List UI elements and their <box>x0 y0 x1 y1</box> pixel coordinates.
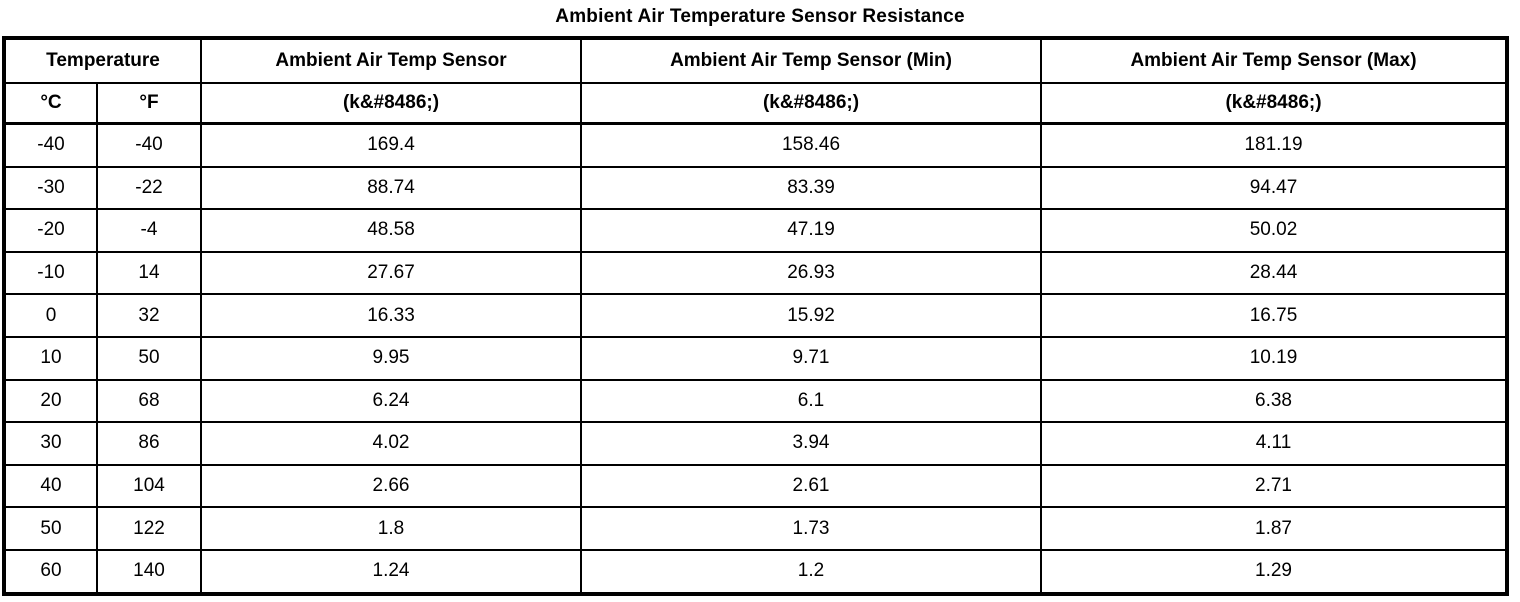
table-row: 60 140 1.24 1.2 1.29 <box>3 548 1508 595</box>
cell-sensor: 88.74 <box>200 165 582 211</box>
cell-sensor-max: 4.11 <box>1040 421 1508 466</box>
cell-temp-c: 20 <box>3 378 98 424</box>
cell-temp-f: 32 <box>96 293 202 338</box>
header-sensor-max: Ambient Air Temp Sensor (Max) <box>1040 37 1508 84</box>
cell-temp-f: 68 <box>96 378 202 424</box>
header-sensor-min: Ambient Air Temp Sensor (Min) <box>580 37 1042 84</box>
cell-temp-c: 0 <box>3 293 98 338</box>
cell-sensor-max: 1.87 <box>1040 506 1508 551</box>
cell-sensor: 9.95 <box>200 335 582 381</box>
header-unit-sensor: (k&#8486;) <box>200 82 582 125</box>
table-header-row-units: °C °F (k&#8486;) (k&#8486;) (k&#8486;) <box>3 82 1508 125</box>
cell-sensor: 6.24 <box>200 378 582 424</box>
cell-sensor: 1.8 <box>200 506 582 551</box>
cell-sensor-min: 47.19 <box>580 208 1042 253</box>
cell-sensor-max: 1.29 <box>1040 548 1508 595</box>
cell-sensor-max: 16.75 <box>1040 293 1508 338</box>
cell-temp-c: -30 <box>3 165 98 211</box>
cell-sensor-min: 6.1 <box>580 378 1042 424</box>
cell-sensor: 48.58 <box>200 208 582 253</box>
table-row: -30 -22 88.74 83.39 94.47 <box>3 165 1508 211</box>
cell-sensor-max: 2.71 <box>1040 463 1508 509</box>
cell-sensor-min: 15.92 <box>580 293 1042 338</box>
table-row: 40 104 2.66 2.61 2.71 <box>3 463 1508 509</box>
cell-temp-f: -4 <box>96 208 202 253</box>
cell-sensor-max: 28.44 <box>1040 250 1508 296</box>
table-row: -10 14 27.67 26.93 28.44 <box>3 250 1508 296</box>
cell-temp-c: -20 <box>3 208 98 253</box>
cell-sensor-min: 1.73 <box>580 506 1042 551</box>
table-row: 50 122 1.8 1.73 1.87 <box>3 506 1508 551</box>
cell-sensor: 4.02 <box>200 421 582 466</box>
cell-temp-c: 40 <box>3 463 98 509</box>
cell-temp-f: 140 <box>96 548 202 595</box>
cell-sensor-max: 181.19 <box>1040 122 1508 168</box>
cell-temp-f: 14 <box>96 250 202 296</box>
cell-temp-f: 50 <box>96 335 202 381</box>
cell-temp-c: 60 <box>3 548 98 595</box>
cell-temp-c: 10 <box>3 335 98 381</box>
cell-sensor-min: 26.93 <box>580 250 1042 296</box>
cell-temp-f: -40 <box>96 122 202 168</box>
cell-sensor-max: 10.19 <box>1040 335 1508 381</box>
cell-sensor: 2.66 <box>200 463 582 509</box>
cell-sensor-min: 9.71 <box>580 335 1042 381</box>
cell-sensor-min: 2.61 <box>580 463 1042 509</box>
cell-sensor: 27.67 <box>200 250 582 296</box>
header-sensor: Ambient Air Temp Sensor <box>200 37 582 84</box>
table-row: 30 86 4.02 3.94 4.11 <box>3 421 1508 466</box>
header-fahrenheit: °F <box>96 82 202 125</box>
header-temperature: Temperature <box>3 37 202 84</box>
cell-sensor-max: 50.02 <box>1040 208 1508 253</box>
cell-sensor-min: 83.39 <box>580 165 1042 211</box>
header-celsius: °C <box>3 82 98 125</box>
cell-temp-f: -22 <box>96 165 202 211</box>
cell-sensor: 1.24 <box>200 548 582 595</box>
cell-temp-f: 86 <box>96 421 202 466</box>
cell-sensor-max: 6.38 <box>1040 378 1508 424</box>
cell-sensor-min: 3.94 <box>580 421 1042 466</box>
sensor-resistance-table: Temperature Ambient Air Temp Sensor Ambi… <box>2 36 1509 596</box>
cell-sensor-min: 158.46 <box>580 122 1042 168</box>
page-title: Ambient Air Temperature Sensor Resistanc… <box>555 6 965 27</box>
table-row: -20 -4 48.58 47.19 50.02 <box>3 208 1508 253</box>
table-row: 20 68 6.24 6.1 6.38 <box>3 378 1508 424</box>
cell-temp-c: 50 <box>3 506 98 551</box>
table-row: 10 50 9.95 9.71 10.19 <box>3 335 1508 381</box>
header-unit-min: (k&#8486;) <box>580 82 1042 125</box>
cell-temp-c: -40 <box>3 122 98 168</box>
table-header-row-groups: Temperature Ambient Air Temp Sensor Ambi… <box>3 37 1508 84</box>
cell-sensor-max: 94.47 <box>1040 165 1508 211</box>
table-row: -40 -40 169.4 158.46 181.19 <box>3 122 1508 168</box>
cell-sensor-min: 1.2 <box>580 548 1042 595</box>
cell-temp-c: 30 <box>3 421 98 466</box>
header-unit-max: (k&#8486;) <box>1040 82 1508 125</box>
cell-sensor: 16.33 <box>200 293 582 338</box>
cell-temp-c: -10 <box>3 250 98 296</box>
table-row: 0 32 16.33 15.92 16.75 <box>3 293 1508 338</box>
cell-temp-f: 104 <box>96 463 202 509</box>
cell-sensor: 169.4 <box>200 122 582 168</box>
cell-temp-f: 122 <box>96 506 202 551</box>
